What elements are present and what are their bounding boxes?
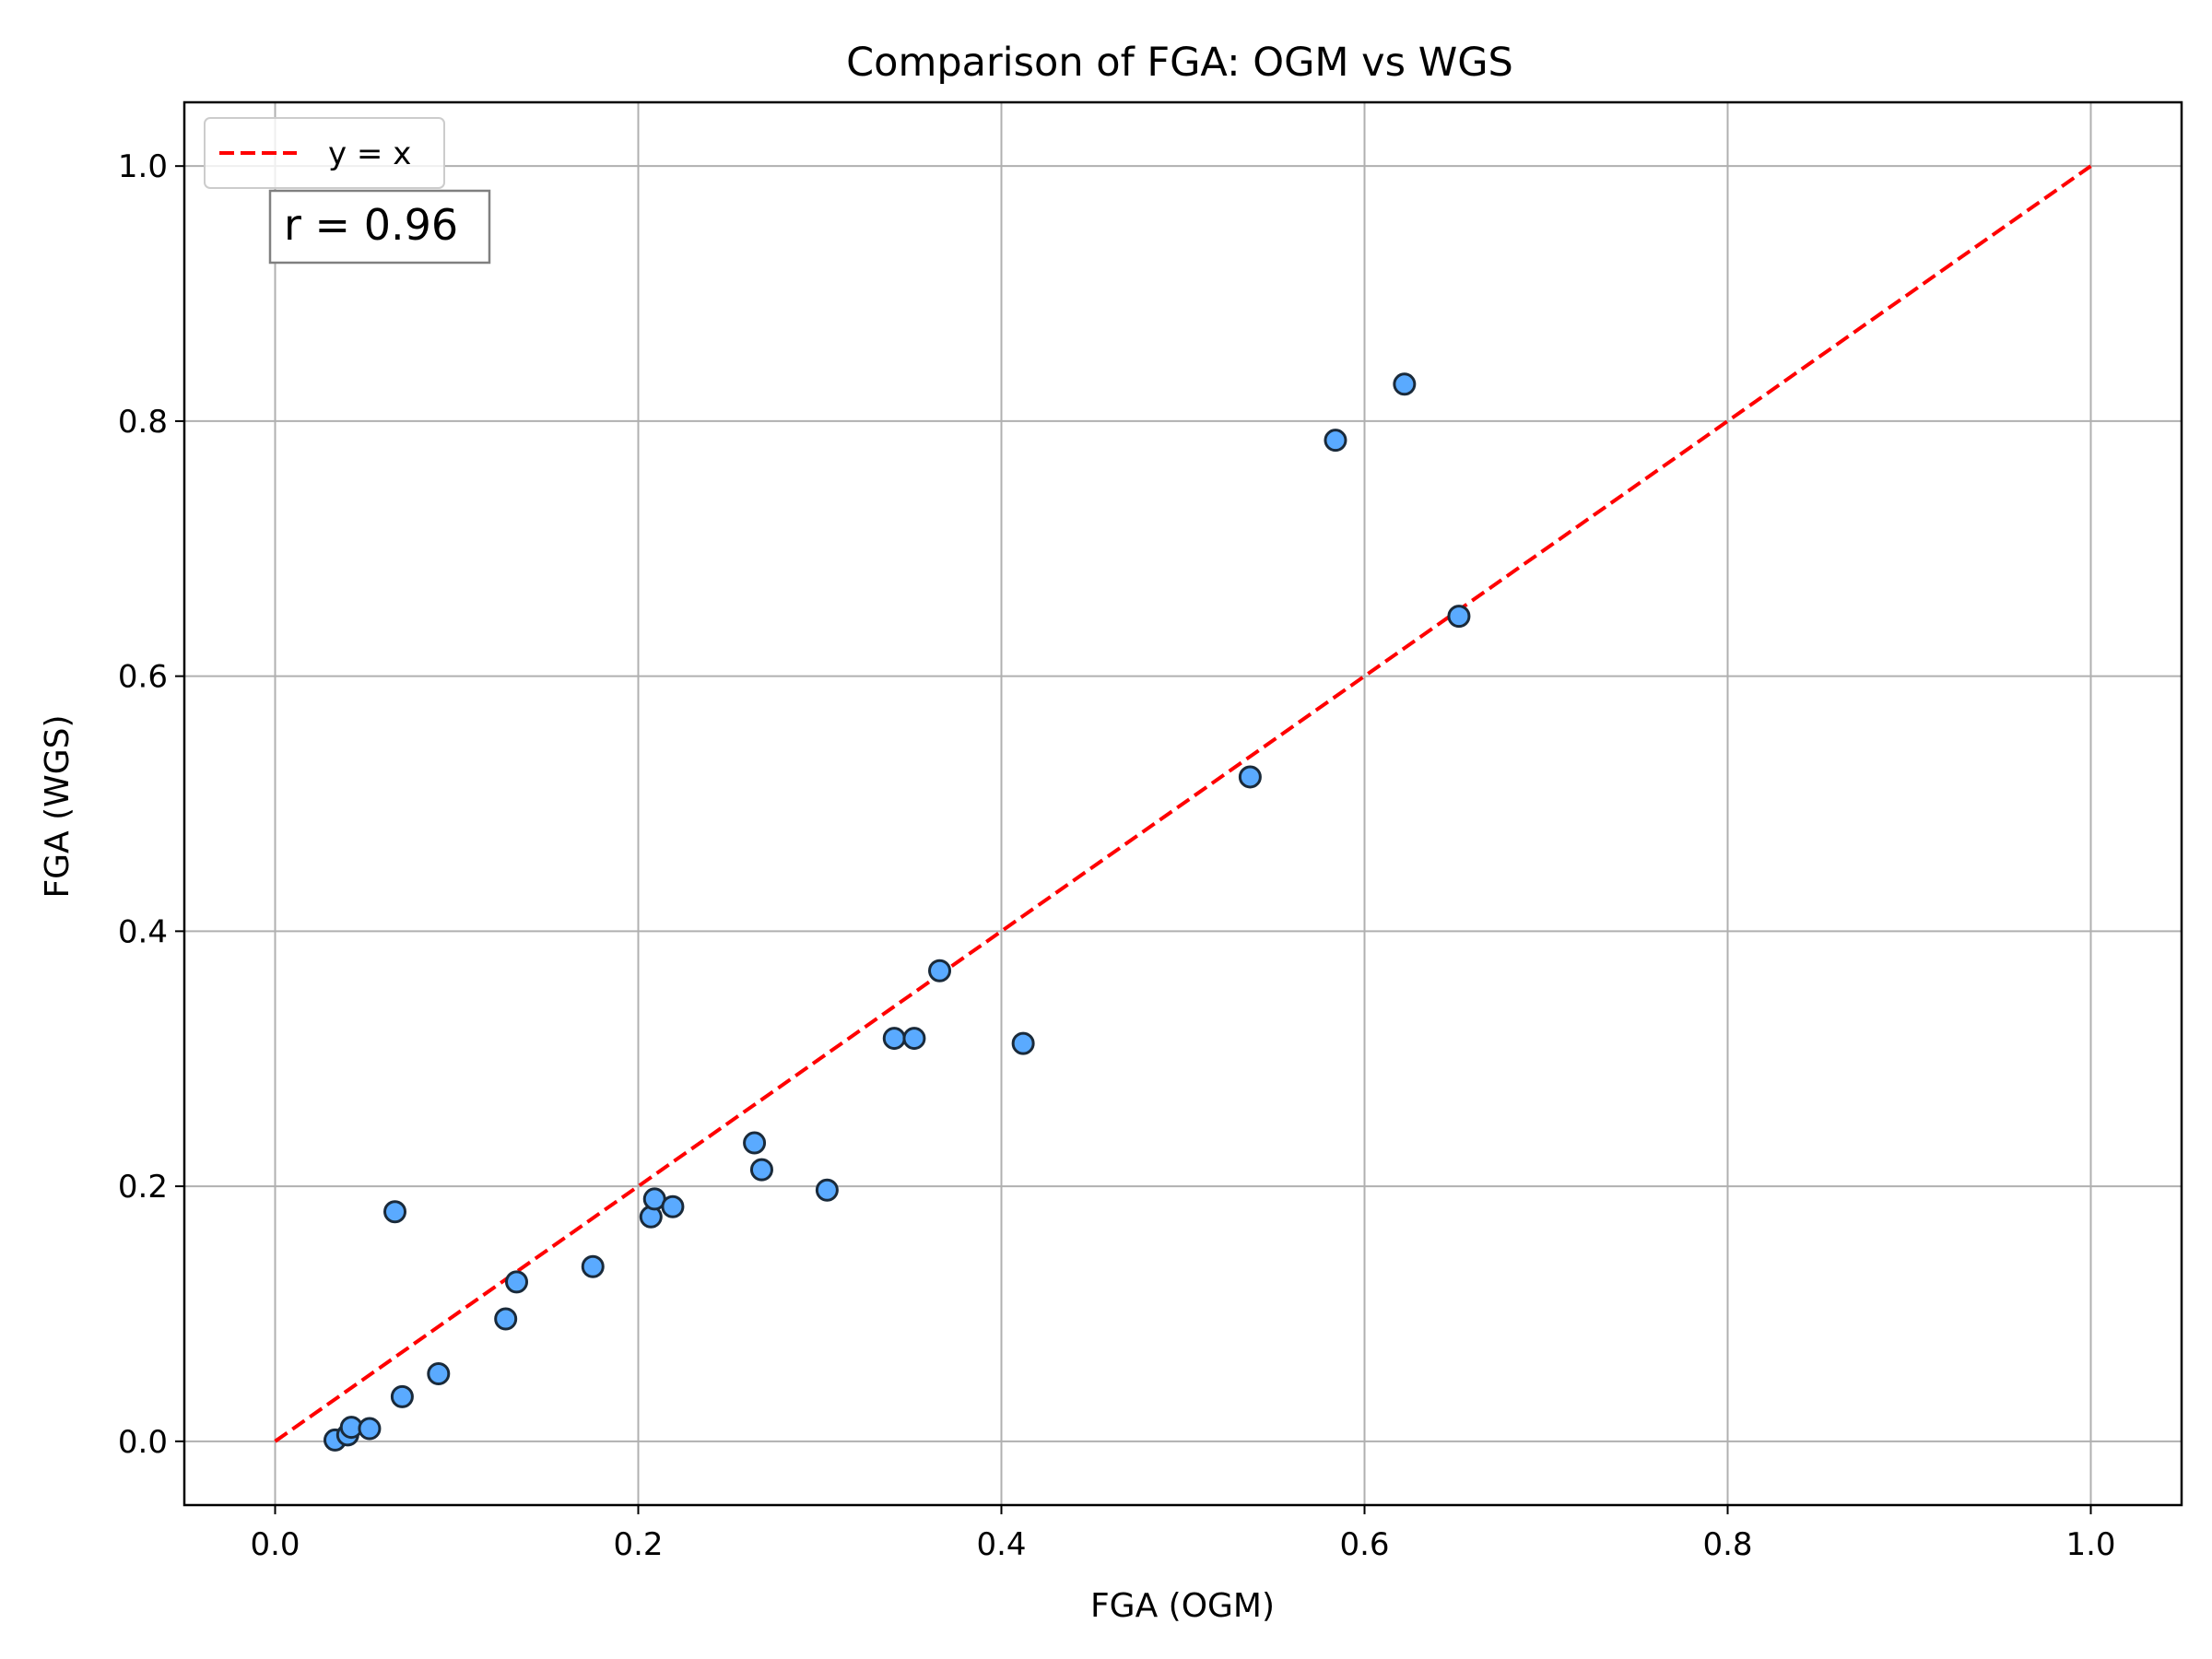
- scatter-point: [882, 1027, 906, 1051]
- scatter-point: [427, 1361, 451, 1385]
- x-tick-label: 0.2: [613, 1526, 663, 1563]
- scatter-point: [1447, 605, 1471, 629]
- x-tick-label: 0.8: [1702, 1526, 1752, 1563]
- scatter-point: [390, 1384, 414, 1408]
- scatter-point: [581, 1254, 605, 1278]
- y-tick-label: 0.6: [118, 659, 168, 696]
- x-tick-label: 1.0: [2065, 1526, 2115, 1563]
- y-tick-label: 0.4: [118, 913, 168, 950]
- scatter-point: [505, 1270, 529, 1294]
- correlation-annotation: r = 0.96: [268, 189, 491, 265]
- scatter-point: [358, 1417, 382, 1441]
- x-axis-ticks: 0.0 0.2 0.4 0.6 0.8 1.0: [250, 1505, 2116, 1563]
- scatter-point: [902, 1027, 926, 1051]
- scatter-point: [1324, 429, 1347, 453]
- x-tick-label: 0.0: [250, 1526, 300, 1563]
- legend-box: [204, 117, 445, 189]
- x-axis-title: FGA (OGM): [1090, 1587, 1275, 1625]
- grid-lines: [184, 102, 2182, 1505]
- plot-area-frame: [182, 100, 2183, 1507]
- chart-title: Comparison of FGA: OGM vs WGS: [846, 40, 1513, 86]
- y-tick-label: 0.2: [118, 1169, 168, 1206]
- x-tick-label: 0.6: [1339, 1526, 1389, 1563]
- y-tick-label: 1.0: [118, 148, 168, 185]
- x-tick-label: 0.4: [976, 1526, 1026, 1563]
- correlation-label: r = 0.96: [284, 200, 458, 250]
- y-axis-ticks: 0.0 0.2 0.4 0.6 0.8 1.0: [118, 148, 184, 1461]
- scatter-point: [494, 1307, 518, 1331]
- y-tick-label: 0.0: [118, 1424, 168, 1461]
- legend-label-y-equals-x: y = x: [328, 135, 411, 172]
- scatter-point: [383, 1200, 407, 1224]
- legend: y = x: [204, 117, 445, 189]
- scatter-point: [928, 959, 952, 982]
- scatter-point: [815, 1178, 839, 1202]
- scatter-point: [1011, 1031, 1035, 1055]
- scatter-point: [661, 1194, 685, 1218]
- data-points: [324, 372, 1471, 1452]
- scatter-point: [743, 1131, 767, 1155]
- scatter-point: [1238, 765, 1262, 789]
- annotation-box: [268, 189, 491, 265]
- reference-line-layer: [274, 164, 2092, 1443]
- y-tick-label: 0.8: [118, 404, 168, 441]
- scatter-point: [1393, 372, 1417, 396]
- reference-line-y-equals-x: [274, 164, 2092, 1443]
- y-axis-title: FGA (WGS): [39, 714, 76, 898]
- scatter-point: [749, 1158, 773, 1182]
